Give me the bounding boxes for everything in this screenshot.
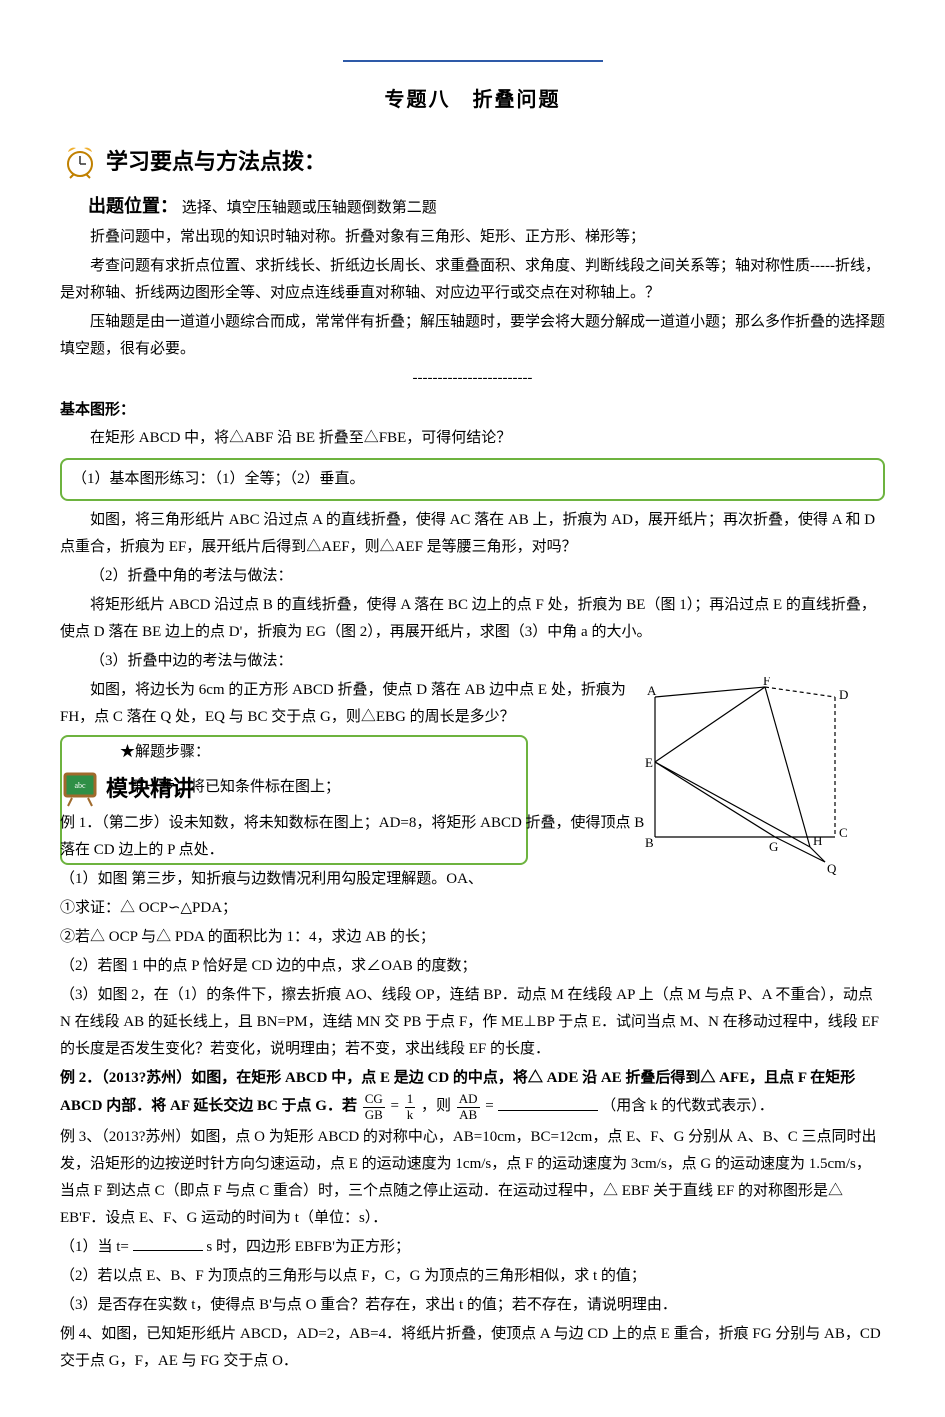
example-1-line2: （1）如图 第三步，知折痕与边数情况利用勾股定理解题。OA、 — [60, 866, 655, 893]
fig-label-D: D — [839, 687, 848, 702]
frac-ad-ab: AD AB — [457, 1092, 480, 1122]
clock-icon — [60, 142, 100, 182]
page-title: 专题八 折叠问题 — [60, 82, 885, 118]
para-4: 在矩形 ABCD 中，将△ABF 沿 BE 折叠至△FBE，可得何结论？ — [60, 425, 885, 452]
para-8: （3）折叠中边的考法与做法： — [60, 648, 885, 675]
example-1-line1: 例 1．（第二步）设未知数，将未知数标在图上；AD=8，将矩形 ABCD 折叠，… — [60, 810, 655, 864]
para-1: 折叠问题中，常出现的知识时轴对称。折叠对象有三角形、矩形、正方形、梯形等； — [60, 224, 885, 251]
para-3: 压轴题是由一道道小题综合而成，常常伴有折叠；解压轴题时，要学会将大题分解成一道道… — [60, 309, 885, 363]
section-head-study: 学习要点与方法点拨： — [60, 142, 885, 182]
frac2-den: AB — [457, 1108, 480, 1122]
para-5: 如图，将三角形纸片 ABC 沿过点 A 的直线折叠，使得 AC 落在 AB 上，… — [60, 507, 885, 561]
figure-row: 如图，将边长为 6cm 的正方形 ABCD 折叠，使点 D 落在 AB 边中点 … — [60, 677, 885, 893]
ex3-d: （3）是否存在实数 t，使得点 B'与点 O 重合？若存在，求出 t 的值；若不… — [60, 1292, 885, 1319]
ex2-blank — [498, 1095, 598, 1111]
frac1-den: GB — [363, 1108, 385, 1122]
ex3-a: 例 3、（2013?苏州）如图，点 O 为矩形 ABCD 的对称中心，AB=10… — [60, 1124, 885, 1232]
ex3-b2: s 时，四边形 EBFB'为正方形； — [206, 1239, 410, 1255]
fig-label-A: A — [647, 683, 657, 698]
blackboard-icon: abc — [60, 768, 100, 808]
ex4: 例 4、如图，已知矩形纸片 ABCD，AD=2，AB=4．将纸片折叠，使顶点 A… — [60, 1321, 885, 1375]
ex1-c: （2）若图 1 中的点 P 恰好是 CD 边的中点，求∠OAB 的度数； — [60, 953, 885, 980]
frac1eq-den: k — [405, 1108, 416, 1122]
sub-head-position: 出题位置： — [88, 196, 178, 216]
sub-head-line: 出题位置： 选择、填空压轴题或压轴题倒数第二题 — [60, 190, 885, 222]
basic-shape-head: 基本图形： — [60, 396, 885, 423]
ex3-c: （2）若以点 E、B、F 为顶点的三角形与以点 F，C，G 为顶点的三角形相似，… — [60, 1263, 885, 1290]
frac1-num: CG — [363, 1092, 385, 1107]
frac-cg-gb: CG GB — [363, 1092, 385, 1122]
ex2-mid: ，则 — [421, 1099, 451, 1115]
fig-label-Q: Q — [827, 861, 837, 876]
para-2: 考查问题有求折点位置、求折线长、折纸边长周长、求重叠面积、求角度、判断线段之间关… — [60, 253, 885, 307]
frac1eq-num: 1 — [405, 1092, 416, 1107]
figure-square-fold: A F D E B G C H Q — [645, 677, 855, 857]
fig-label-F: F — [763, 677, 770, 688]
fig-label-C: C — [839, 825, 848, 840]
green-box-2-title: ★解题步骤： — [120, 739, 655, 766]
section-head-module: abc 模块精讲 第一步：将已知条件标在图上； — [60, 768, 655, 808]
green-box-1-text: （1）基本图形练习：（1）全等；（2）垂直。 — [72, 471, 365, 487]
ex1-d: （3）如图 2，在（1）的条件下，擦去折痕 AO、线段 OP，连结 BP．动点 … — [60, 982, 885, 1063]
green-box-1: （1）基本图形练习：（1）全等；（2）垂直。 — [60, 458, 885, 501]
ex3-b: （1）当 t= s 时，四边形 EBFB'为正方形； — [60, 1234, 885, 1261]
ex1-b: ②若△ OCP 与△ PDA 的面积比为 1：4，求边 AB 的长； — [60, 924, 885, 951]
fig-label-G: G — [769, 839, 778, 854]
para-7: 将矩形纸片 ABCD 沿过点 B 的直线折叠，使得 A 落在 BC 边上的点 F… — [60, 592, 885, 646]
sub-head-position-rest: 选择、填空压轴题或压轴题倒数第二题 — [182, 200, 437, 216]
section-head-study-text: 学习要点与方法点拨： — [106, 142, 326, 182]
frac2-num: AD — [457, 1092, 480, 1107]
green-box-2-l1: 第一步：将已知条件标在图上； — [130, 774, 340, 801]
frac-1-k: 1 k — [405, 1092, 416, 1122]
ex2-line: 例 2．（2013?苏州）如图，在矩形 ABCD 中，点 E 是边 CD 的中点… — [60, 1065, 885, 1122]
ex1-a: ①求证：△ OCP∽△PDA； — [60, 895, 885, 922]
para-9: 如图，将边长为 6cm 的正方形 ABCD 折叠，使点 D 落在 AB 边中点 … — [60, 677, 655, 731]
example-1-text-a: 例 1．（第二步）设未知数，将未知数标在图上；AD=8，将矩形 ABCD 折叠，… — [60, 815, 644, 858]
top-divider — [343, 60, 603, 62]
ex3-blank — [133, 1235, 203, 1251]
svg-text:abc: abc — [74, 781, 86, 790]
para-6: （2）折叠中角的考法与做法： — [60, 563, 885, 590]
fig-label-H: H — [813, 833, 822, 848]
ex2-end: （用含 k 的代数式表示）． — [601, 1099, 774, 1115]
dashed-divider: ------------------------ — [60, 365, 885, 392]
ex3-b1: （1）当 t= — [60, 1239, 129, 1255]
